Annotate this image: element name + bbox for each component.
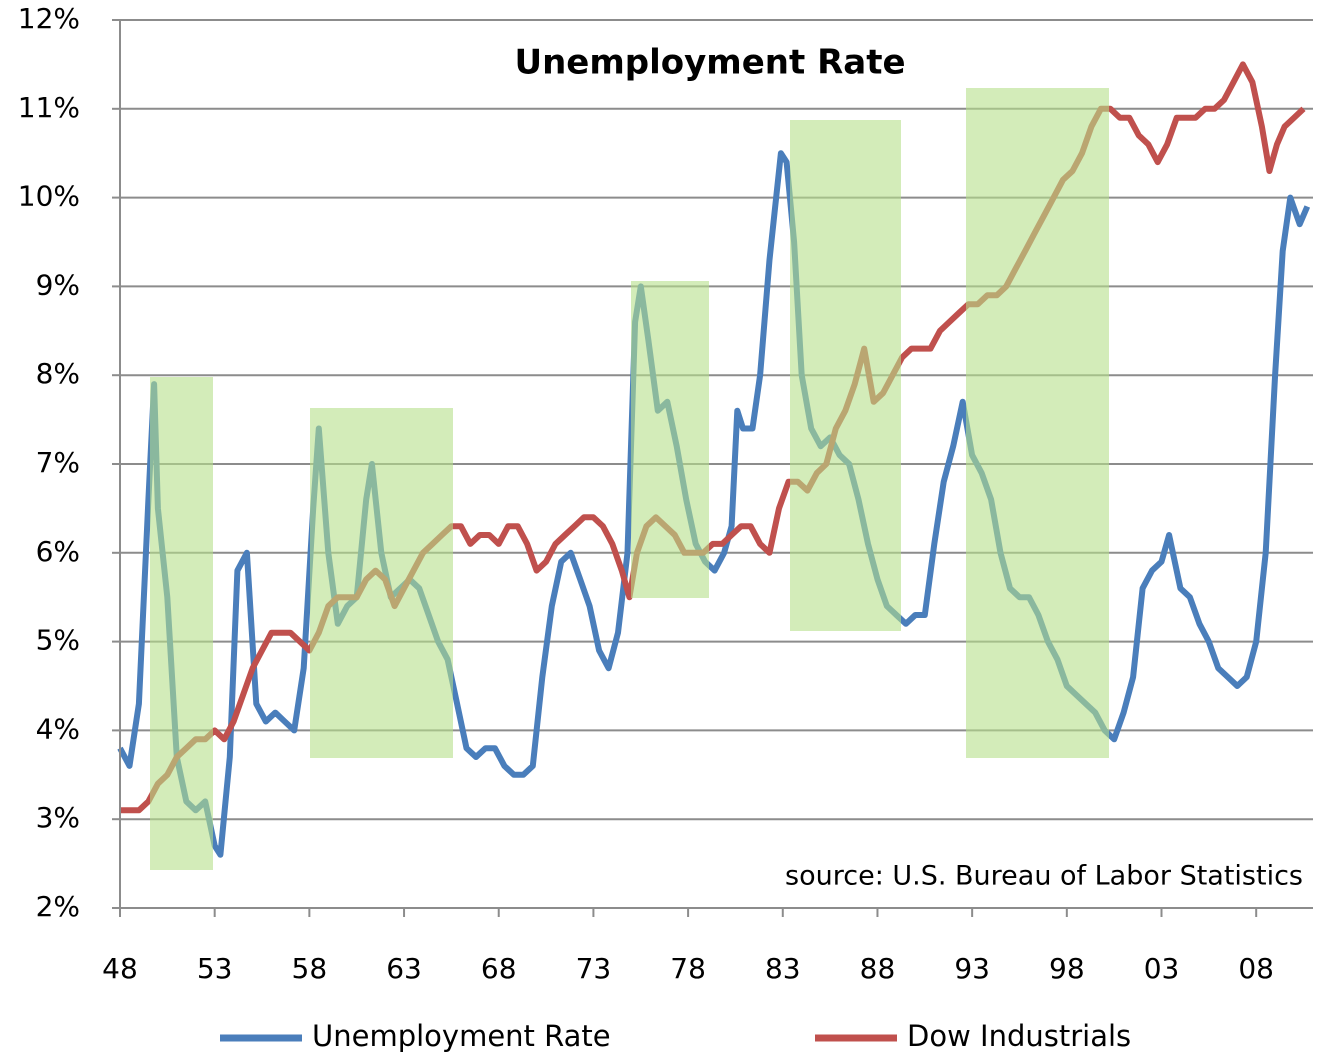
x-tick-label: 48 — [102, 952, 138, 985]
source-note: source: U.S. Bureau of Labor Statistics — [785, 861, 1303, 892]
legend-label: Unemployment Rate — [312, 1019, 611, 1053]
plot-lines — [117, 61, 1311, 858]
grid — [120, 19, 1313, 909]
y-tick-label: 12% — [18, 2, 80, 35]
y-tick-label: 8% — [36, 357, 80, 390]
legend-label: Dow Industrials — [907, 1019, 1131, 1053]
x-tick-label: 68 — [481, 952, 517, 985]
y-tick-label: 6% — [36, 535, 80, 568]
x-tick-label: 73 — [576, 952, 612, 985]
y-tick-label: 10% — [18, 180, 80, 213]
highlight-box — [310, 408, 453, 758]
legend: Unemployment Rate Dow Industrials — [220, 1019, 1131, 1053]
y-tick-label: 11% — [18, 91, 80, 124]
y-tick-label: 7% — [36, 446, 80, 479]
x-tick-label: 08 — [1238, 952, 1274, 985]
y-tick-label: 5% — [36, 624, 80, 657]
highlight-box — [150, 377, 213, 870]
y-tick-label: 9% — [36, 268, 80, 301]
x-tick-label: 63 — [386, 952, 422, 985]
x-tick-label: 03 — [1144, 952, 1180, 985]
axes: 2% 3% 4% 5% 6% 7% 8% 9% 10% 11% 12% 48 53 58 63 68 73 78 8… — [18, 2, 1313, 985]
chart-title: Unemployment Rate — [514, 43, 905, 83]
x-tick-label: 93 — [954, 952, 990, 985]
x-tick-label: 88 — [860, 952, 896, 985]
highlight-box — [790, 120, 901, 631]
x-tick-label: 83 — [765, 952, 801, 985]
x-tick-label: 58 — [292, 952, 328, 985]
highlight-boxes — [150, 88, 1109, 870]
y-tick-label: 2% — [36, 890, 80, 923]
highlight-box — [966, 88, 1109, 758]
series-line — [117, 150, 1311, 858]
x-tick-label: 53 — [197, 952, 233, 985]
y-tick-label: 3% — [36, 801, 80, 834]
x-tick-label: 78 — [670, 952, 706, 985]
highlight-box — [631, 281, 709, 598]
x-tick-label: 98 — [1049, 952, 1085, 985]
y-tick-label: 4% — [36, 712, 80, 745]
